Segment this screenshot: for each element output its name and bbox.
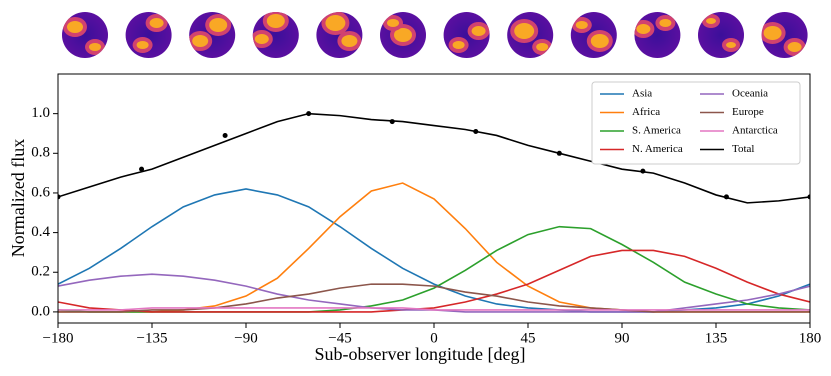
series-line: [58, 225, 810, 313]
disk-features: [132, 14, 168, 53]
disk-feature-inner: [89, 43, 101, 51]
disk-feature-inner: [590, 34, 609, 48]
disk-feature-inner: [136, 41, 149, 49]
disk-features: [63, 17, 105, 55]
series-line: [58, 249, 810, 313]
disk-feature-inner: [325, 15, 346, 31]
disk-feature-inner: [266, 14, 285, 28]
disk-feature-inner: [387, 19, 399, 27]
disk-features: [761, 22, 806, 56]
series-marker: [556, 150, 562, 156]
legend-label: Total: [732, 143, 754, 155]
x-tick-label: −135: [137, 330, 168, 346]
x-tick-label: −90: [234, 330, 257, 346]
disk-feature-inner: [192, 35, 209, 47]
disk-feature-inner: [149, 18, 164, 28]
disk-feature-inner: [514, 23, 535, 39]
disk-feature-inner: [471, 26, 486, 36]
series-marker: [640, 168, 646, 174]
x-tick-label: 135: [705, 330, 728, 346]
disk-features: [702, 14, 740, 52]
plot-frame: [57, 73, 811, 324]
x-tick-label: 45: [521, 330, 536, 346]
series-marker: [139, 166, 145, 172]
series-marker: [306, 111, 312, 117]
disk-feature-inner: [394, 28, 412, 42]
series-line: [58, 283, 810, 313]
disk-feature-inner: [254, 34, 269, 44]
y-tick-label: 1.0: [31, 105, 50, 121]
disk-features: [383, 15, 416, 46]
series-line: [58, 307, 810, 311]
disk-feature-inner: [575, 21, 588, 29]
legend-label: Antarctica: [732, 125, 778, 137]
disk-feature-inner: [706, 18, 716, 24]
y-tick-label: 0.8: [31, 145, 50, 161]
y-axis-label: Normalized flux: [8, 139, 28, 257]
x-tick-label: 0: [430, 330, 438, 346]
series-marker: [723, 194, 729, 200]
legend-label: N. America: [632, 143, 683, 155]
disk-features: [321, 12, 362, 51]
x-axis-label: Sub-observer longitude [deg]: [315, 344, 526, 364]
plot-area: [58, 111, 810, 313]
disk-features: [571, 17, 613, 52]
x-tick-label: 180: [799, 330, 822, 346]
series-marker: [222, 132, 228, 138]
legend-label: S. America: [632, 125, 681, 137]
disk-feature-inner: [636, 24, 651, 34]
legend-label: Europe: [732, 106, 764, 118]
legend-label: Asia: [632, 88, 652, 100]
series-line: [58, 188, 810, 313]
series-line: [58, 273, 810, 313]
series-marker: [807, 194, 810, 200]
disk-feature-inner: [659, 19, 672, 27]
x-tick-label: −180: [43, 330, 74, 346]
series-line: [58, 112, 810, 204]
legend-label: Africa: [632, 106, 660, 118]
x-tick-label: 90: [615, 330, 630, 346]
disk-feature-inner: [726, 42, 736, 48]
legend-label: Oceania: [732, 88, 768, 100]
y-tick-label: 0.4: [31, 224, 50, 240]
disk-feature-inner: [341, 35, 358, 47]
x-tick-label: −45: [328, 330, 351, 346]
legend-box: [591, 81, 801, 165]
y-tick-label: 0.6: [31, 184, 50, 200]
series-marker: [389, 119, 395, 125]
disk-feature-inner: [67, 21, 83, 33]
disk-features: [448, 22, 490, 53]
y-tick-label: 0.2: [31, 264, 50, 280]
series-line: [58, 182, 810, 313]
y-tick-label: 0.0: [31, 303, 50, 319]
disk-feature-inner: [787, 42, 802, 52]
disk-feature-inner: [536, 43, 549, 51]
series-marker: [58, 194, 61, 200]
map-disks: [62, 12, 808, 58]
disk-feature-inner: [763, 26, 782, 40]
disk-features: [252, 12, 289, 48]
legend: Asia Africa S. America N. America Oceania Eur…: [591, 81, 801, 165]
disk-feature-inner: [209, 18, 228, 32]
series-marker: [473, 128, 479, 134]
disk-feature-inner: [452, 41, 465, 49]
disk-features: [189, 14, 232, 51]
disk-features: [634, 15, 676, 38]
